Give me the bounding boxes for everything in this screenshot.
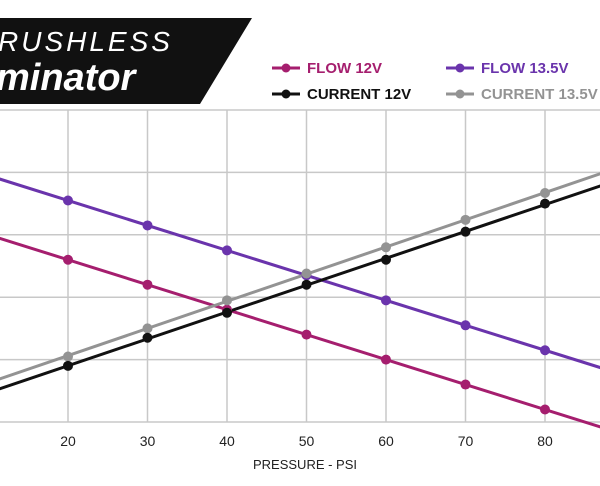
series-line-current-12v: [0, 184, 600, 391]
legend: FLOW 12V FLOW 13.5V CURRENT 12V CURRENT …: [272, 60, 598, 103]
point-current-12v: [142, 332, 153, 343]
point-current-13-5v: [222, 295, 232, 306]
point-flow-13-5v: [381, 295, 391, 306]
legend-label-flow-12v: FLOW 12V: [307, 60, 382, 77]
series-lines: [0, 172, 600, 429]
point-current-13-5v: [540, 187, 550, 198]
legend-item-current-13-5v: CURRENT 13.5V: [446, 86, 598, 103]
legend-item-flow-12v: FLOW 12V: [272, 60, 382, 77]
x-tick-label: 60: [378, 433, 394, 449]
legend-item-flow-13-5v: FLOW 13.5V: [446, 60, 569, 77]
x-tick-label: 40: [219, 433, 235, 449]
legend-label-current-12v: CURRENT 12V: [307, 86, 411, 103]
legend-marker-current-12v: [281, 89, 291, 99]
x-tick-label: 50: [299, 433, 315, 449]
legend-marker-flow-12v: [281, 63, 291, 73]
point-current-13-5v: [460, 214, 471, 225]
point-flow-12v: [460, 379, 471, 390]
point-flow-12v: [540, 404, 550, 415]
brand-banner: RUSHLESS minator: [0, 18, 252, 104]
x-axis-label: PRESSURE - PSI: [253, 457, 357, 472]
banner-background: [0, 18, 252, 104]
legend-label-current-13-5v: CURRENT 13.5V: [481, 86, 598, 103]
point-flow-13-5v: [222, 245, 232, 256]
point-flow-12v: [142, 279, 153, 290]
point-flow-12v: [301, 329, 312, 340]
point-flow-12v: [381, 354, 391, 365]
legend-label-flow-13-5v: FLOW 13.5V: [481, 60, 569, 77]
point-current-12v: [540, 198, 550, 209]
point-flow-13-5v: [142, 220, 153, 231]
x-tick-label: 70: [458, 433, 474, 449]
point-current-12v: [460, 226, 471, 237]
legend-marker-current-13-5v: [455, 89, 465, 99]
point-current-13-5v: [142, 323, 153, 334]
point-flow-13-5v: [540, 345, 550, 356]
point-flow-12v: [63, 254, 73, 265]
brand-line-2: minator: [0, 57, 138, 99]
x-tick-label: 80: [537, 433, 553, 449]
point-current-12v: [63, 360, 73, 371]
point-current-12v: [222, 307, 232, 318]
point-current-13-5v: [301, 268, 312, 279]
series-line-current-13-5v: [0, 172, 600, 381]
x-tick-label: 30: [140, 433, 156, 449]
series-line-flow-12v: [0, 236, 600, 429]
series-line-flow-13-5v: [0, 177, 600, 370]
point-current-13-5v: [63, 351, 73, 362]
point-flow-13-5v: [63, 195, 73, 206]
series-points: [63, 187, 550, 415]
point-current-13-5v: [381, 242, 391, 253]
legend-item-current-12v: CURRENT 12V: [272, 86, 411, 103]
point-flow-13-5v: [460, 320, 471, 331]
point-current-12v: [301, 279, 312, 290]
x-tick-labels: 20 30 40 50 60 70 80: [60, 433, 553, 449]
brand-line-1: RUSHLESS: [0, 26, 173, 57]
legend-marker-flow-13-5v: [455, 63, 465, 73]
point-current-12v: [381, 254, 391, 265]
x-tick-label: 20: [60, 433, 76, 449]
